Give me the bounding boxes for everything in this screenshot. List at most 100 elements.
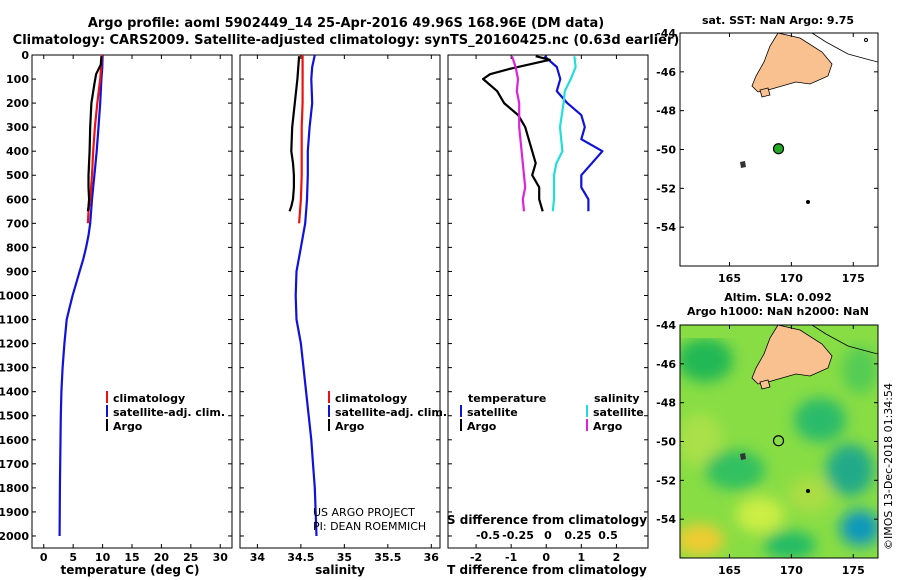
x-tick-label: 30 — [213, 551, 229, 564]
series-line-s-satellite — [551, 56, 577, 212]
lat-tick-label: -48 — [656, 105, 676, 118]
difference-legend: temperature satellite Argo salinity sate… — [460, 392, 644, 433]
depth-axis: 0 100 200 300 400 500 600 700 800 900 1000 1100 1200… — [0, 49, 232, 543]
x-tick-label: 1 — [578, 551, 586, 564]
figure-subtitle: Climatology: CARS2009. Satellite-adjuste… — [13, 33, 680, 48]
sla-map-axes: 165 170 175 -44 -46 -48 -50 -52 -54 — [656, 319, 878, 577]
x-tick-label: 5 — [69, 551, 77, 564]
lat-tick-label: -50 — [656, 144, 676, 157]
series-line-s-argo — [510, 55, 527, 212]
lat-tick-label: -54 — [656, 221, 676, 234]
s-tick-label: 0 — [544, 529, 552, 542]
sla-map-subtitle: Argo h1000: NaN h2000: NaN — [687, 305, 869, 318]
salinity-frame — [239, 54, 441, 549]
temperature-series — [58, 55, 104, 537]
lat-tick-label: -44 — [656, 319, 676, 332]
depth-tick-label: 1400 — [0, 386, 29, 399]
legend-satellite-adj: satellite-adj. clim. — [335, 406, 447, 419]
depth-tick-label: 100 — [6, 73, 29, 86]
x-tick-label: 35.5 — [374, 551, 401, 564]
series-line-climatology — [298, 55, 304, 224]
legend-satellite-adj: satellite-adj. clim. — [113, 406, 225, 419]
difference-series — [482, 55, 604, 212]
coastline-east — [811, 33, 878, 63]
sst-map-profile-marker — [772, 143, 785, 155]
x-tick-label: 20 — [154, 551, 170, 564]
temperature-panel: 0100200300400500600700800900100011001200… — [0, 49, 233, 577]
depth-tick-label: 600 — [6, 193, 29, 206]
salinity-legend: climatology satellite-adj. clim. Argo — [328, 391, 447, 433]
x-tick-label: 15 — [124, 551, 139, 564]
sst-map-title: sat. SST: NaN Argo: 9.75 — [702, 14, 854, 27]
depth-tick-label: 700 — [6, 217, 29, 230]
profile-location-marker — [772, 143, 785, 155]
lat-tick-label: -50 — [656, 436, 676, 449]
s-difference-label: S difference from climatology — [447, 513, 647, 527]
x-tick-label: -2 — [470, 551, 482, 564]
lat-tick-label: -46 — [656, 66, 676, 79]
salinity-x-axis: 34 34.5 35 35.5 36 — [250, 55, 440, 564]
depth-tick-label: 500 — [6, 169, 29, 182]
bounty-islands — [864, 38, 868, 42]
depth-tick-label: 2000 — [0, 530, 29, 543]
series-line-argo — [86, 56, 103, 212]
temperature-xlabel: temperature (deg C) — [61, 563, 200, 577]
lat-tick-label: -54 — [656, 513, 676, 526]
s-tick-label: -0.5 — [476, 529, 500, 542]
difference-panel: -2 -1 0 1 2 -0.5 -0.25 0 0.25 0.5 temperature sa… — [447, 54, 649, 577]
x-tick-label: 0 — [40, 551, 48, 564]
s-tick-label: 0.5 — [598, 529, 618, 542]
s-tick-label: -0.25 — [502, 529, 534, 542]
salinity-xlabel: salinity — [315, 563, 365, 577]
temperature-legend: climatology satellite-adj. clim. Argo — [106, 391, 225, 433]
lon-tick-label: 175 — [842, 564, 865, 577]
series-line-satellite-adj-clim- — [294, 55, 318, 537]
series-line-argo — [288, 56, 301, 212]
depth-tick-label: 0 — [21, 49, 29, 62]
legend-salinity-heading: salinity — [594, 392, 640, 405]
difference-frame — [447, 54, 649, 549]
sla-coastline-east — [811, 325, 878, 355]
sla-map-title: Altim. SLA: 0.092 — [724, 291, 831, 304]
lon-tick-label: 170 — [780, 272, 803, 285]
x-tick-label: 0 — [542, 551, 550, 564]
credit-pi: PI: DEAN ROEMMICH — [313, 520, 426, 533]
legend-climatology: climatology — [335, 392, 407, 405]
sla-auckland-islands — [740, 453, 746, 460]
depth-tick-label: 400 — [6, 145, 29, 158]
profile-location-marker — [772, 435, 785, 447]
legend-s-satellite: satellite — [593, 406, 644, 419]
depth-tick-label: 1600 — [0, 434, 29, 447]
x-tick-label: 36 — [424, 551, 440, 564]
x-tick-label: 34.5 — [287, 551, 314, 564]
lat-tick-label: -52 — [656, 474, 676, 487]
sst-map: sat. SST: NaN Argo: 9.75 165 170 175 -44 -46… — [656, 14, 879, 285]
imos-stamp: ©IMOS 13-Dec-2018 01:34:54 — [882, 383, 895, 550]
depth-tick-label: 900 — [6, 265, 29, 278]
s-tick-label: 0.25 — [564, 529, 591, 542]
stewart-island — [759, 87, 771, 98]
lat-tick-label: -52 — [656, 182, 676, 195]
x-tick-label: 34 — [250, 551, 266, 564]
lat-tick-label: -44 — [656, 27, 676, 40]
depth-tick-label: 1700 — [0, 458, 29, 471]
sla-campbell-island — [806, 489, 810, 493]
sla-map-area — [680, 325, 878, 558]
depth-tick-label: 1500 — [0, 410, 29, 423]
sla-map: Altim. SLA: 0.092 Argo h1000: NaN h2000:… — [656, 291, 879, 577]
series-line-t-satellite — [543, 55, 604, 212]
legend-temperature-heading: temperature — [468, 392, 546, 405]
x-tick-label: 10 — [95, 551, 111, 564]
salinity-series — [288, 55, 318, 537]
sla-map-profile-marker — [772, 435, 785, 447]
depth-tick-label: 1900 — [0, 506, 29, 519]
lon-tick-label: 165 — [718, 272, 741, 285]
sla-stewart-island — [759, 379, 771, 390]
depth-tick-label: 1100 — [0, 314, 29, 327]
depth-tick-label: 800 — [6, 241, 29, 254]
temperature-frame — [31, 54, 233, 549]
series-line-t-argo — [482, 55, 551, 212]
depth-tick-label: 300 — [6, 121, 29, 134]
legend-climatology: climatology — [113, 392, 185, 405]
difference-s-axis: -0.5 -0.25 0 0.25 0.5 — [476, 529, 618, 542]
